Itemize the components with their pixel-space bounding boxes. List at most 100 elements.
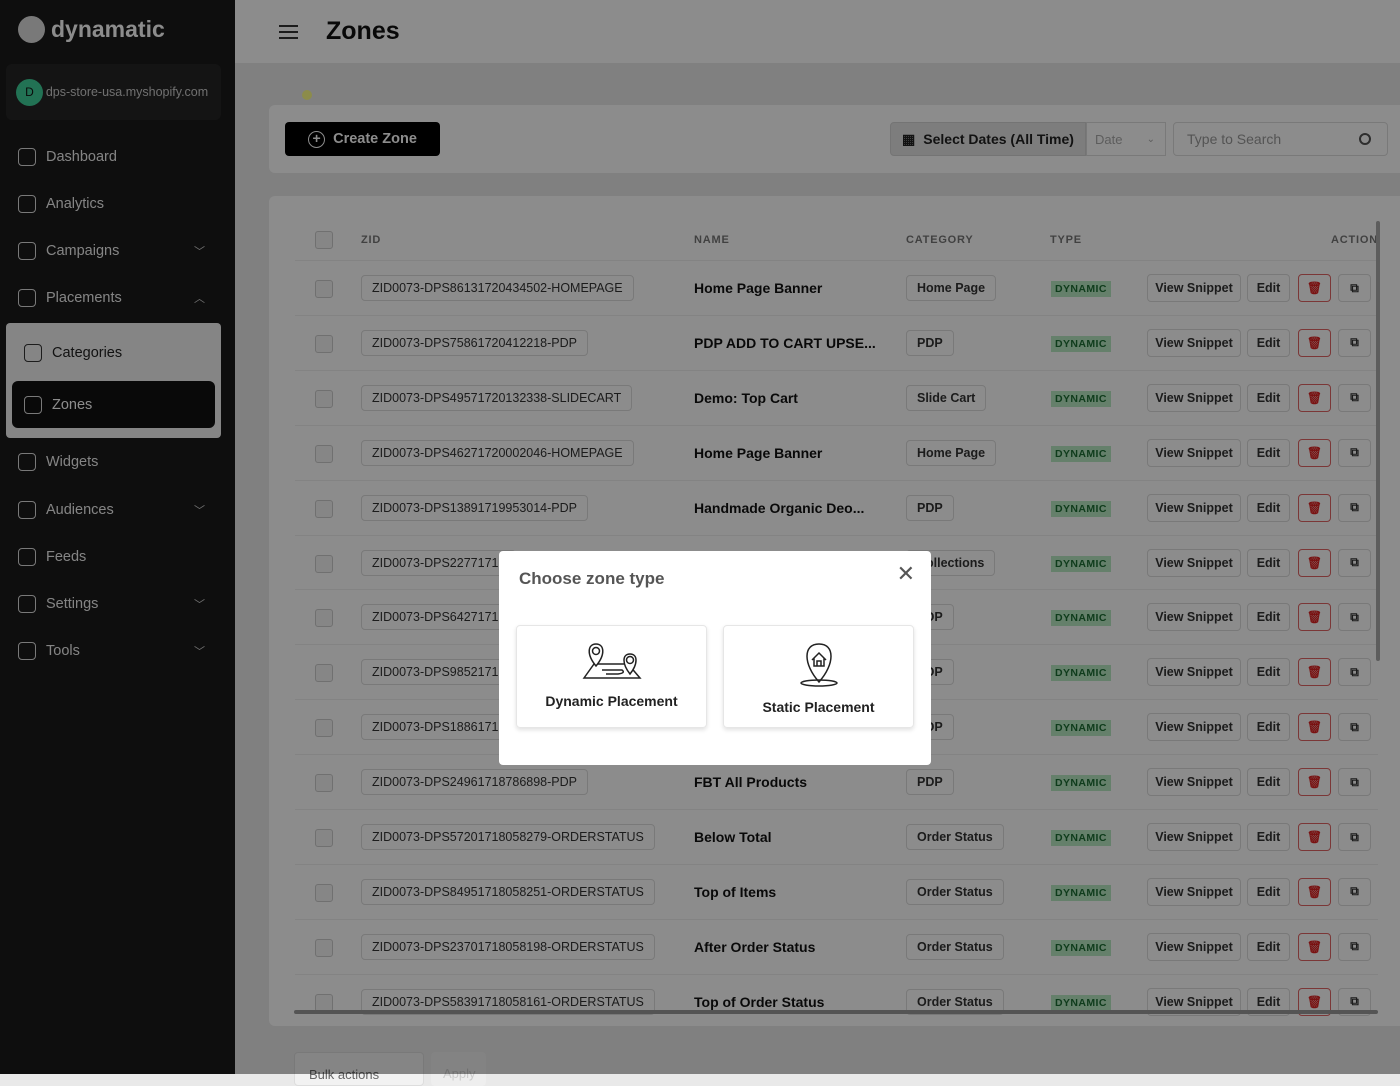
row-checkbox[interactable] <box>315 554 333 573</box>
copy-icon: ⧉ <box>1350 500 1359 515</box>
row-checkbox[interactable] <box>315 719 333 738</box>
sidebar-item-settings[interactable]: Settings ﹀ <box>6 582 221 626</box>
view-snippet-button[interactable]: View Snippet <box>1147 823 1241 851</box>
view-snippet-button[interactable]: View Snippet <box>1147 603 1241 632</box>
view-snippet-button[interactable]: View Snippet <box>1147 658 1241 687</box>
delete-button[interactable]: 🗑 <box>1298 548 1331 577</box>
row-checkbox[interactable] <box>315 938 333 957</box>
row-checkbox[interactable] <box>315 883 333 902</box>
delete-button[interactable]: 🗑 <box>1298 932 1331 961</box>
delete-button[interactable]: 🗑 <box>1298 713 1331 742</box>
view-snippet-button[interactable]: View Snippet <box>1147 877 1241 906</box>
row-checkbox[interactable] <box>315 499 333 518</box>
view-snippet-button[interactable]: View Snippet <box>1147 768 1241 797</box>
date-select[interactable]: Date ⌄ <box>1086 122 1166 156</box>
sidebar-item-placements[interactable]: Placements ︿ <box>6 276 221 320</box>
view-snippet-button[interactable]: View Snippet <box>1147 548 1241 577</box>
sidebar-item-audiences[interactable]: Audiences ﹀ <box>6 488 221 532</box>
sidebar-item-categories[interactable]: Categories <box>12 331 215 375</box>
edit-button[interactable]: Edit <box>1247 493 1290 522</box>
duplicate-button[interactable]: ⧉ <box>1338 383 1371 412</box>
sidebar-item-tools[interactable]: Tools ﹀ <box>6 629 221 673</box>
view-snippet-button[interactable]: View Snippet <box>1147 438 1241 467</box>
delete-button[interactable]: 🗑 <box>1298 383 1331 412</box>
row-checkbox[interactable] <box>315 829 333 847</box>
duplicate-button[interactable]: ⧉ <box>1338 438 1371 467</box>
row-checkbox[interactable] <box>315 280 333 298</box>
sidebar-item-feeds[interactable]: Feeds <box>6 535 221 579</box>
duplicate-button[interactable]: ⧉ <box>1338 932 1371 961</box>
view-snippet-button[interactable]: View Snippet <box>1147 383 1241 412</box>
edit-button[interactable]: Edit <box>1247 823 1290 851</box>
sidebar-item-campaigns[interactable]: Campaigns ﹀ <box>6 229 221 273</box>
view-snippet-button[interactable]: View Snippet <box>1147 328 1241 357</box>
sidebar-item-widgets[interactable]: Widgets <box>6 440 221 484</box>
duplicate-button[interactable]: ⧉ <box>1338 713 1371 742</box>
edit-button[interactable]: Edit <box>1247 274 1290 302</box>
duplicate-button[interactable]: ⧉ <box>1338 493 1371 522</box>
edit-button[interactable]: Edit <box>1247 932 1290 961</box>
close-icon[interactable]: ✕ <box>896 561 915 586</box>
menu-icon[interactable] <box>279 24 298 39</box>
row-checkbox[interactable] <box>315 334 333 353</box>
table-row: ZID0073-DPS58391718058161-ORDERSTATUS To… <box>295 973 1378 1026</box>
edit-button[interactable]: Edit <box>1247 438 1290 467</box>
logo[interactable]: dynamatic <box>18 16 165 43</box>
search-input[interactable]: Type to Search <box>1173 122 1388 156</box>
duplicate-button[interactable]: ⧉ <box>1338 548 1371 577</box>
duplicate-button[interactable]: ⧉ <box>1338 823 1371 851</box>
edit-button[interactable]: Edit <box>1247 713 1290 742</box>
delete-button[interactable]: 🗑 <box>1298 658 1331 687</box>
view-snippet-button[interactable]: View Snippet <box>1147 713 1241 742</box>
select-all-checkbox[interactable] <box>315 231 333 249</box>
edit-button[interactable]: Edit <box>1247 383 1290 412</box>
edit-button[interactable]: Edit <box>1247 987 1290 1016</box>
duplicate-button[interactable]: ⧉ <box>1338 768 1371 797</box>
select-dates-button[interactable]: ▦ Select Dates (All Time) <box>890 122 1086 156</box>
sidebar-item-label: Zones <box>52 396 93 413</box>
delete-button[interactable]: 🗑 <box>1298 274 1331 302</box>
duplicate-button[interactable]: ⧉ <box>1338 987 1371 1016</box>
duplicate-button[interactable]: ⧉ <box>1338 877 1371 906</box>
edit-button[interactable]: Edit <box>1247 658 1290 687</box>
delete-button[interactable]: 🗑 <box>1298 987 1331 1016</box>
chevron-down-icon: ﹀ <box>194 646 205 658</box>
vertical-scrollbar[interactable] <box>1376 221 1380 661</box>
delete-button[interactable]: 🗑 <box>1298 768 1331 797</box>
sidebar-item-zones[interactable]: Zones <box>12 381 215 428</box>
delete-button[interactable]: 🗑 <box>1298 438 1331 467</box>
edit-button[interactable]: Edit <box>1247 328 1290 357</box>
duplicate-button[interactable]: ⧉ <box>1338 603 1371 632</box>
horizontal-scrollbar[interactable] <box>294 1010 1378 1014</box>
view-snippet-button[interactable]: View Snippet <box>1147 493 1241 522</box>
delete-button[interactable]: 🗑 <box>1298 328 1331 357</box>
row-checkbox[interactable] <box>315 444 333 463</box>
duplicate-button[interactable]: ⧉ <box>1338 658 1371 687</box>
delete-button[interactable]: 🗑 <box>1298 603 1331 632</box>
sidebar-item-analytics[interactable]: Analytics <box>6 182 221 226</box>
row-checkbox[interactable] <box>315 774 333 793</box>
edit-button[interactable]: Edit <box>1247 603 1290 632</box>
static-placement-option[interactable]: Static Placement <box>723 625 914 728</box>
delete-button[interactable]: 🗑 <box>1298 493 1331 522</box>
row-checkbox[interactable] <box>315 664 333 683</box>
duplicate-button[interactable]: ⧉ <box>1338 274 1371 302</box>
edit-button[interactable]: Edit <box>1247 877 1290 906</box>
view-snippet-button[interactable]: View Snippet <box>1147 932 1241 961</box>
edit-button[interactable]: Edit <box>1247 548 1290 577</box>
chevron-down-icon: ﹀ <box>194 505 205 517</box>
view-snippet-button[interactable]: View Snippet <box>1147 274 1241 302</box>
row-checkbox[interactable] <box>315 389 333 408</box>
sidebar-item-dashboard[interactable]: Dashboard <box>6 135 221 179</box>
delete-button[interactable]: 🗑 <box>1298 877 1331 906</box>
choose-zone-type-modal: Choose zone type ✕ Dynamic Placement Sta… <box>499 551 931 765</box>
edit-button[interactable]: Edit <box>1247 768 1290 797</box>
create-zone-button[interactable]: + Create Zone <box>285 122 440 156</box>
dynamic-placement-option[interactable]: Dynamic Placement <box>516 625 707 728</box>
row-checkbox[interactable] <box>315 609 333 628</box>
view-snippet-button[interactable]: View Snippet <box>1147 987 1241 1016</box>
duplicate-button[interactable]: ⧉ <box>1338 328 1371 357</box>
delete-button[interactable]: 🗑 <box>1298 823 1331 851</box>
